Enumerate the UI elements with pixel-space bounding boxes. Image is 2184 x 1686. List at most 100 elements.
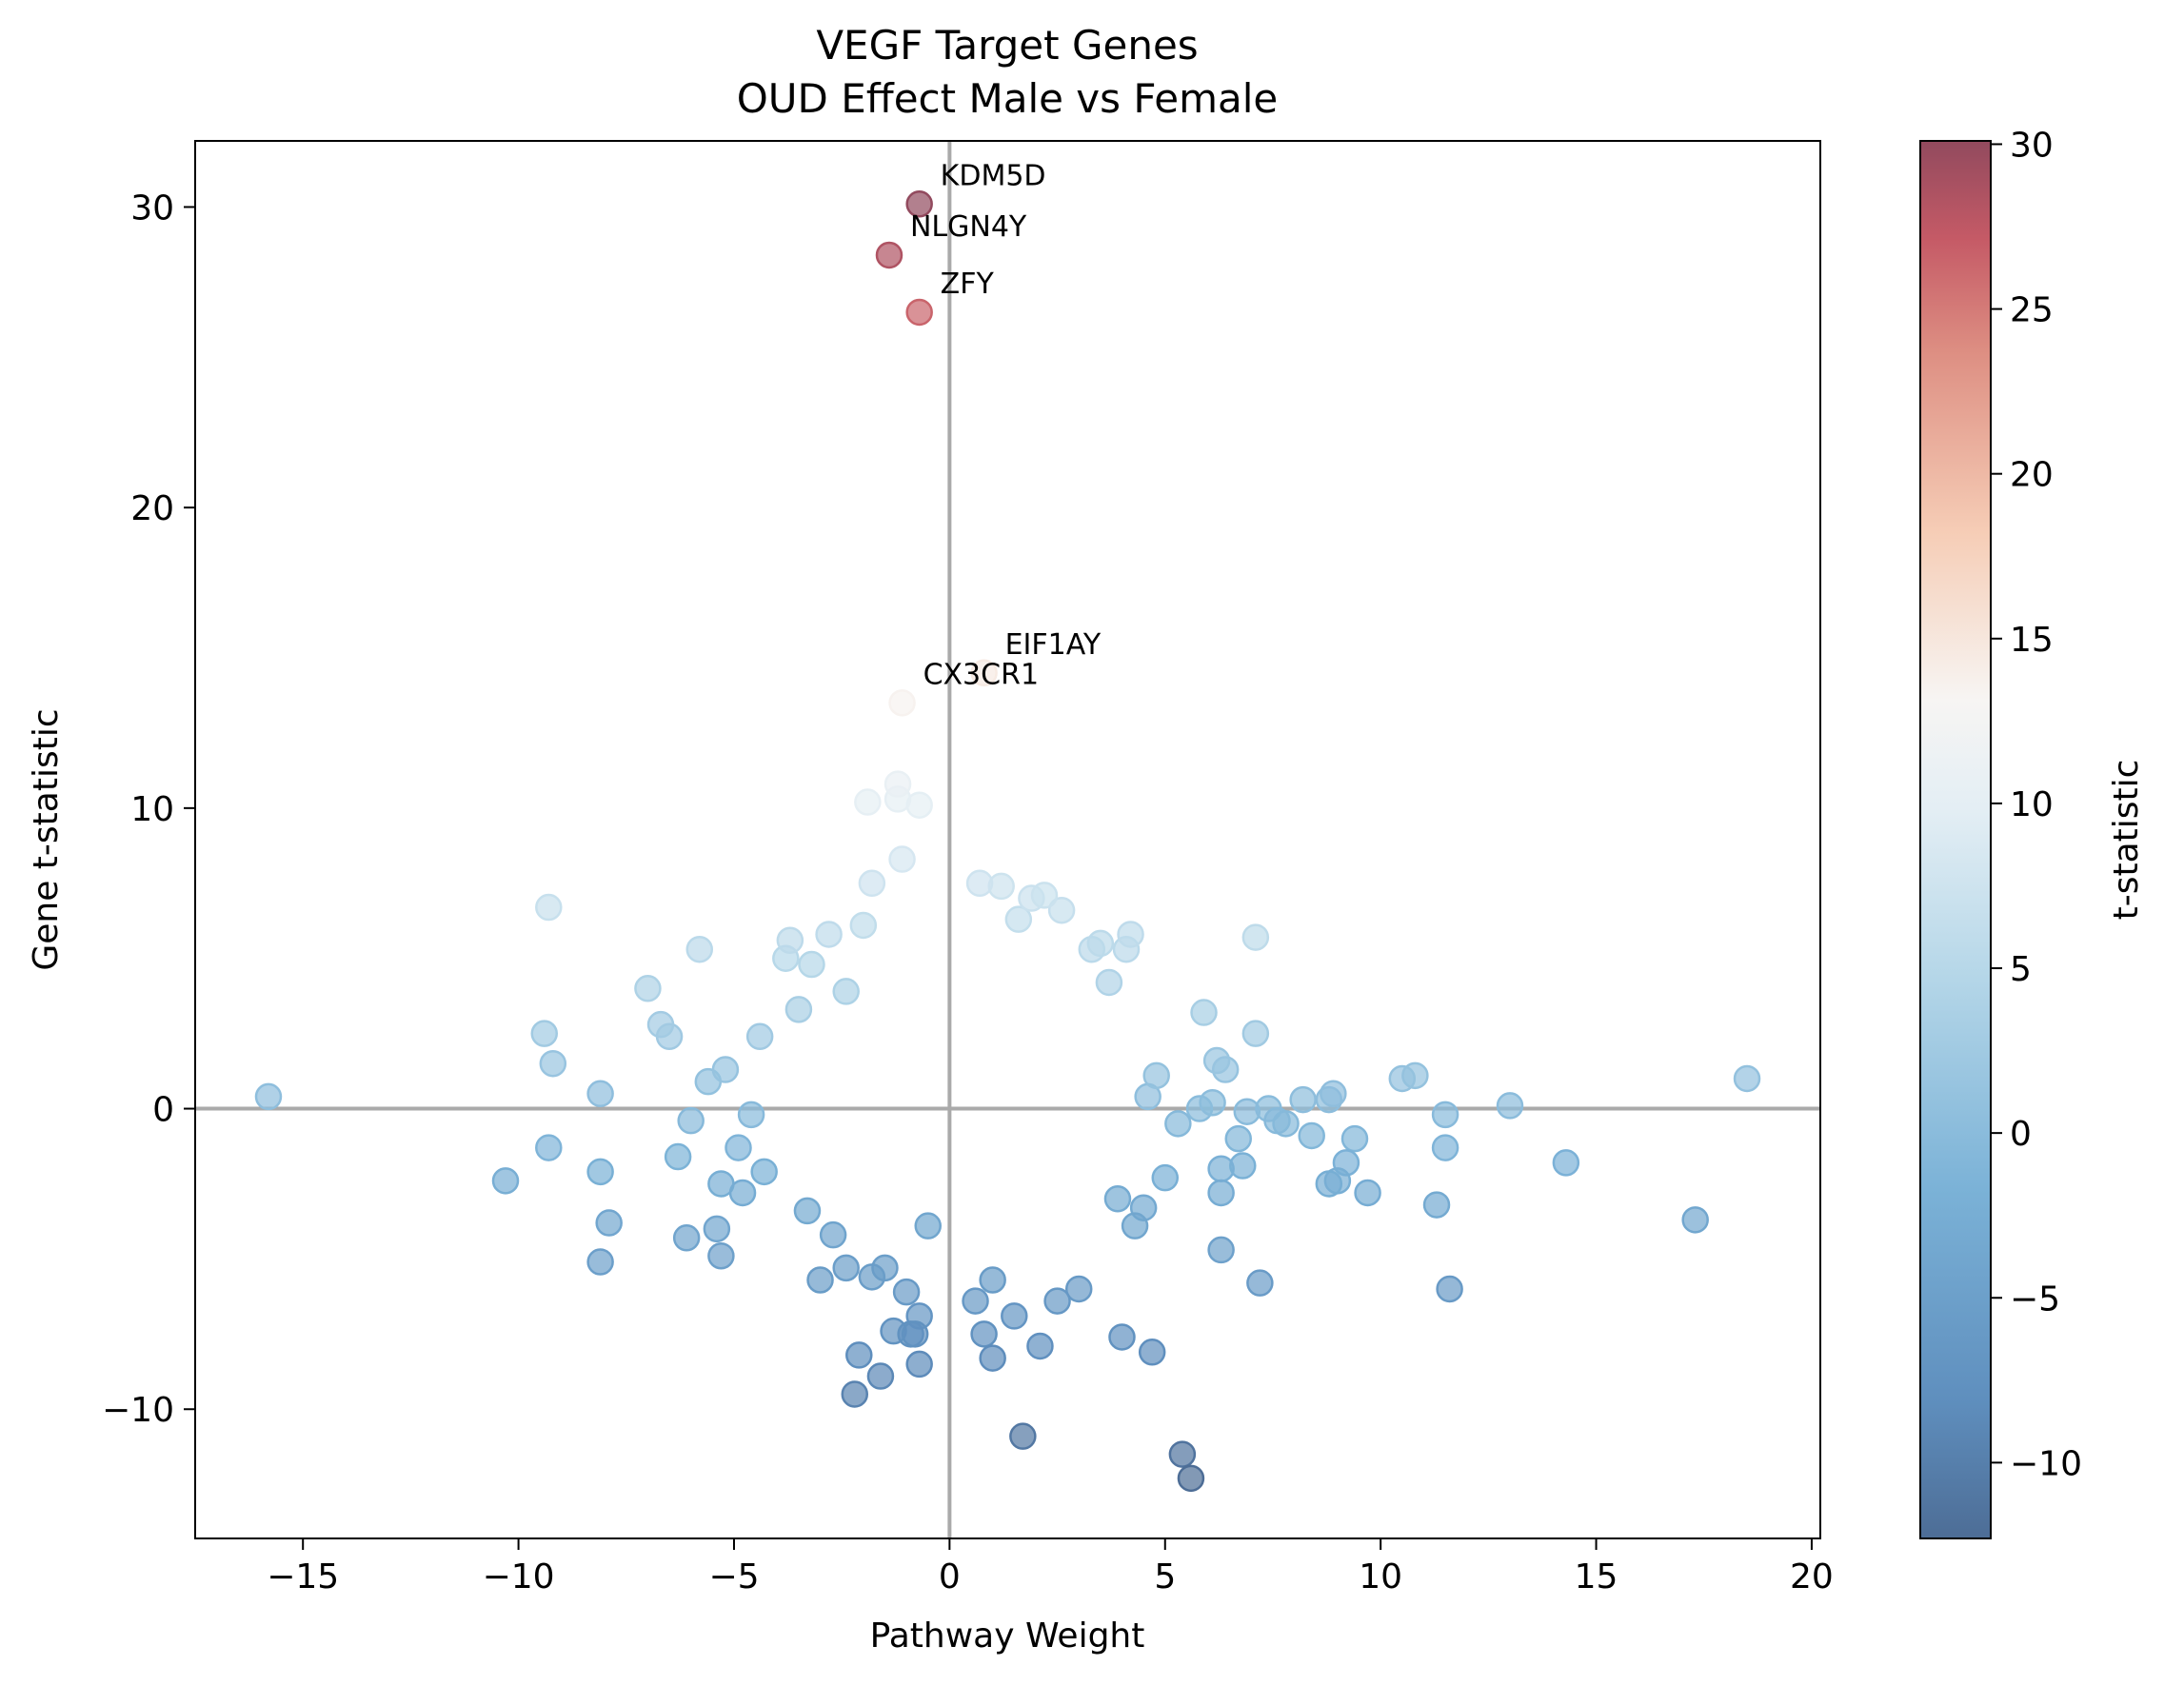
data-point	[737, 1101, 765, 1129]
data-point	[711, 1056, 740, 1083]
data-point	[858, 869, 886, 898]
x-axis-label: Pathway Weight	[870, 1617, 1145, 1656]
data-point	[1681, 1206, 1709, 1234]
colorbar-tick-label: 20	[2010, 456, 2054, 495]
data-point	[530, 1020, 559, 1047]
y-axis-label: Gene t-statistic	[27, 708, 66, 970]
data-point	[962, 1287, 989, 1315]
data-point	[819, 1220, 847, 1249]
data-point	[1241, 923, 1270, 951]
data-point	[750, 1158, 778, 1186]
data-point	[1199, 1088, 1226, 1117]
data-point	[1095, 968, 1123, 997]
colorbar-tick-label: 15	[2010, 621, 2054, 660]
data-point	[841, 1380, 869, 1408]
colorbar: −10 −5 0 5 10 15 20 25 30 t-statistic	[1919, 126, 2146, 1539]
data-point	[849, 911, 878, 940]
reference-lines	[195, 141, 1820, 1538]
point-label: EIF1AY	[1005, 628, 1102, 662]
data-point	[586, 1158, 614, 1186]
data-point	[888, 689, 916, 717]
x-tick-label: 0	[939, 1557, 961, 1597]
data-point	[725, 1134, 752, 1161]
data-point	[1117, 921, 1144, 948]
point-label: ZFY	[941, 268, 995, 301]
y-tick-label: 20	[130, 489, 174, 528]
colorbar-tick-label: −5	[2010, 1279, 2060, 1319]
data-point	[815, 921, 843, 948]
data-point	[1202, 1046, 1231, 1075]
data-point	[832, 1254, 860, 1282]
data-point	[728, 1179, 757, 1207]
data-point	[965, 869, 994, 898]
colorbar-tick-label: 5	[2010, 950, 2032, 989]
data-point	[784, 996, 813, 1023]
data-point	[1289, 1085, 1317, 1114]
data-point	[905, 298, 933, 327]
data-point	[806, 1266, 834, 1294]
data-point	[905, 1350, 933, 1379]
data-point	[1026, 1332, 1054, 1360]
data-point	[254, 1082, 283, 1111]
data-point	[1001, 1302, 1028, 1330]
data-point	[1207, 1179, 1235, 1207]
data-point	[1431, 1134, 1459, 1161]
point-label: KDM5D	[941, 159, 1046, 192]
data-point	[1064, 1275, 1093, 1303]
data-point	[1009, 1422, 1037, 1450]
data-point	[1552, 1149, 1580, 1177]
x-tick-label: −15	[267, 1557, 339, 1597]
data-point	[979, 1344, 1006, 1372]
colorbar-gradient	[1919, 140, 1992, 1539]
data-point	[875, 241, 903, 269]
data-point	[1043, 1287, 1071, 1315]
data-point	[1431, 1101, 1459, 1129]
data-point	[1246, 1269, 1274, 1297]
colorbar-tick-label: 0	[2010, 1115, 2032, 1154]
x-tick-label: 5	[1154, 1557, 1176, 1597]
data-point	[1168, 1440, 1197, 1468]
data-point	[677, 1106, 705, 1135]
data-point	[1086, 929, 1115, 958]
chart-title-group: VEGF Target Genes OUD Effect Male vs Fem…	[737, 22, 1279, 122]
data-point	[586, 1248, 614, 1276]
data-point	[970, 659, 998, 687]
colorbar-tick-label: −10	[2010, 1444, 2082, 1483]
data-point	[832, 978, 860, 1005]
data-point	[1315, 1170, 1343, 1198]
data-point	[1340, 1124, 1369, 1153]
chart-subtitle: OUD Effect Male vs Female	[737, 75, 1279, 122]
data-point	[586, 1080, 614, 1108]
data-point	[884, 770, 912, 798]
x-tick-label: 20	[1790, 1557, 1834, 1597]
data-point	[1320, 1080, 1347, 1108]
data-point	[1108, 1323, 1136, 1351]
data-point	[793, 1197, 822, 1225]
data-point	[1004, 905, 1033, 933]
data-point	[845, 1341, 873, 1369]
data-point	[1354, 1179, 1381, 1207]
data-point	[1121, 1212, 1149, 1240]
data-point	[854, 788, 882, 816]
x-tick-label: −5	[708, 1557, 759, 1597]
x-tick-label: 15	[1575, 1557, 1618, 1597]
y-axis: −10 0 10 20 30	[102, 188, 195, 1430]
data-point	[685, 935, 714, 963]
data-point	[1151, 1163, 1180, 1192]
data-point	[1436, 1275, 1463, 1303]
data-point	[858, 1263, 886, 1291]
y-tick-label: 10	[130, 790, 174, 829]
data-point	[539, 1049, 567, 1078]
data-point	[1401, 1061, 1429, 1090]
data-point	[798, 950, 825, 979]
plot-frame	[194, 140, 1821, 1539]
colorbar-tick-label: 25	[2010, 291, 2054, 330]
data-point	[1177, 1464, 1205, 1493]
y-tick-label: 0	[152, 1091, 174, 1130]
colorbar-tick-label: 30	[2010, 126, 2054, 165]
data-point	[707, 1241, 735, 1270]
chart-title: VEGF Target Genes	[816, 22, 1198, 69]
point-label: CX3CR1	[923, 658, 1039, 691]
x-tick-label: −10	[483, 1557, 555, 1597]
